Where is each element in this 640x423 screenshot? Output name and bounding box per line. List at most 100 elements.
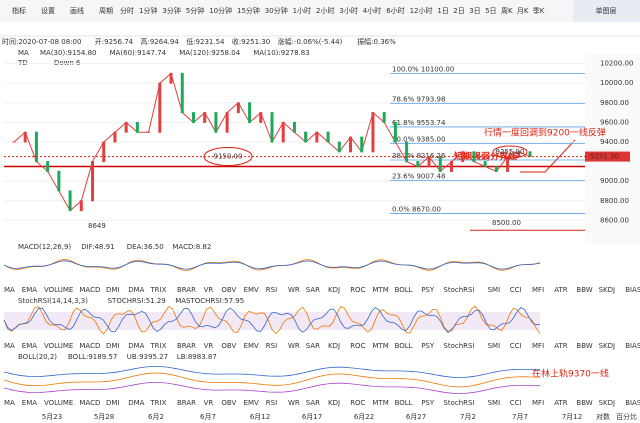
indicator-tab[interactable]: MTM <box>372 399 388 407</box>
indicator-tab[interactable]: VR <box>204 399 214 407</box>
indicator-tab[interactable]: MACD <box>79 342 100 350</box>
period-button[interactable]: 10分钟 <box>209 6 232 15</box>
indicator-tab[interactable]: BRAR <box>177 399 196 407</box>
toolbar-button[interactable]: 画线 <box>70 6 84 15</box>
indicator-tab[interactable]: BRAR <box>177 286 196 294</box>
indicator-tab[interactable]: BBW <box>576 342 592 350</box>
indicator-tab[interactable]: MACD <box>79 399 100 407</box>
indicator-tab[interactable]: VOLUME <box>44 399 73 407</box>
indicator-tab[interactable]: SAR <box>306 399 320 407</box>
indicator-tab[interactable]: SKDJ <box>599 342 616 350</box>
indicator-tab[interactable]: OBV <box>221 286 236 294</box>
period-button[interactable]: 1小时 <box>293 6 311 15</box>
indicator-tab[interactable]: KDJ <box>328 342 340 350</box>
indicator-tab[interactable]: RSI <box>266 286 277 294</box>
indicator-tab[interactable]: VR <box>204 342 214 350</box>
indicator-tab[interactable]: EMV <box>244 286 259 294</box>
period-button[interactable]: 周K <box>501 7 513 15</box>
indicator-tab[interactable]: WR <box>288 286 300 294</box>
indicator-tab[interactable]: SMI <box>488 342 501 350</box>
indicator-tab[interactable]: StochRSI <box>443 399 474 407</box>
indicator-tab[interactable]: BOLL <box>395 342 413 350</box>
indicator-tab[interactable]: EMA <box>22 342 37 350</box>
indicator-tab[interactable]: VR <box>204 286 214 294</box>
indicator-tab[interactable]: DMA <box>128 342 144 350</box>
indicator-tab[interactable]: MFI <box>532 286 544 294</box>
period-button[interactable]: 6小时 <box>386 6 404 15</box>
indicator-tab[interactable]: MFI <box>532 342 544 350</box>
indicator-tab[interactable]: VOLUME <box>44 286 73 294</box>
scale-option[interactable]: 百分比 <box>616 412 637 421</box>
indicator-tab[interactable]: OBV <box>221 399 236 407</box>
indicator-tab[interactable]: DMI <box>106 342 120 350</box>
period-button[interactable]: 15分钟 <box>237 6 260 15</box>
toolbar-button[interactable]: 设置 <box>41 6 55 15</box>
indicator-tab[interactable]: ATR <box>554 399 568 407</box>
indicator-tab[interactable]: CCI <box>510 399 522 407</box>
indicator-tab[interactable]: MFI <box>532 399 544 407</box>
indicator-tab[interactable]: StochRSI <box>443 342 474 350</box>
indicator-tab[interactable]: TRIX <box>149 286 166 294</box>
indicator-tab[interactable]: StochRSI <box>443 286 474 294</box>
layer-button[interactable]: 单图层 <box>596 6 617 15</box>
indicator-tab[interactable]: BBW <box>576 399 592 407</box>
indicator-tab[interactable]: BIAS <box>625 399 640 407</box>
toolbar-button[interactable]: 指标 <box>12 6 26 15</box>
indicator-tab[interactable]: WR <box>288 342 300 350</box>
indicator-tab[interactable]: PSY <box>421 399 435 407</box>
indicator-tab[interactable]: SAR <box>306 286 320 294</box>
period-button[interactable]: 分时 <box>120 6 134 15</box>
indicator-tab[interactable]: MTM <box>372 342 388 350</box>
indicator-tab[interactable]: BIAS <box>625 342 640 350</box>
indicator-tab[interactable]: MA <box>4 286 15 294</box>
indicator-tab[interactable]: BBW <box>576 286 592 294</box>
indicator-tab[interactable]: SMI <box>488 286 501 294</box>
period-button[interactable]: 3分钟 <box>162 6 180 15</box>
indicator-tab[interactable]: SKDJ <box>599 399 616 407</box>
indicator-tab[interactable]: MACD <box>79 286 100 294</box>
indicator-tab[interactable]: ATR <box>554 286 568 294</box>
indicator-tab[interactable]: PSY <box>421 286 435 294</box>
period-button[interactable]: 30分钟 <box>265 6 288 15</box>
scale-option[interactable]: 对数 <box>596 412 610 421</box>
indicator-tab[interactable]: SAR <box>306 342 320 350</box>
indicator-tab[interactable]: CCI <box>510 286 522 294</box>
period-button[interactable]: 1分钟 <box>139 6 157 15</box>
indicator-tab[interactable]: CCI <box>510 342 522 350</box>
indicator-tab[interactable]: EMA <box>22 286 37 294</box>
indicator-tab[interactable]: ROC <box>350 286 365 294</box>
indicator-tab[interactable]: SMI <box>488 399 501 407</box>
period-button[interactable]: 4小时 <box>363 6 381 15</box>
indicator-tab[interactable]: BOLL <box>395 399 413 407</box>
indicator-tab[interactable]: MTM <box>372 286 388 294</box>
indicator-tab[interactable]: WR <box>288 399 300 407</box>
period-button[interactable]: 5日 <box>485 7 496 15</box>
indicator-tab[interactable]: KDJ <box>328 399 340 407</box>
indicator-tab[interactable]: EMA <box>22 399 37 407</box>
indicator-tab[interactable]: KDJ <box>328 286 340 294</box>
indicator-tab[interactable]: BIAS <box>625 286 640 294</box>
indicator-tab[interactable]: ATR <box>554 342 568 350</box>
indicator-tab[interactable]: EMV <box>244 399 259 407</box>
indicator-tab[interactable]: SKDJ <box>599 286 616 294</box>
period-button[interactable]: 1日 <box>437 7 448 15</box>
indicator-tab[interactable]: MA <box>4 399 15 407</box>
period-button[interactable]: 2小时 <box>316 6 334 15</box>
indicator-tab[interactable]: RSI <box>266 399 277 407</box>
period-button[interactable]: 5分钟 <box>186 6 204 15</box>
indicator-tab[interactable]: BOLL <box>395 286 413 294</box>
period-button[interactable]: 月K <box>517 7 529 15</box>
indicator-tab[interactable]: EMV <box>244 342 259 350</box>
period-button[interactable]: 3小时 <box>339 6 357 15</box>
period-button[interactable]: 3日 <box>469 7 480 15</box>
indicator-tab[interactable]: DMI <box>106 399 120 407</box>
indicator-tab[interactable]: TRIX <box>149 399 166 407</box>
indicator-tab[interactable]: RSI <box>266 342 277 350</box>
indicator-tab[interactable]: TRIX <box>149 342 166 350</box>
indicator-tab[interactable]: ROC <box>350 342 365 350</box>
indicator-tab[interactable]: DMI <box>106 286 120 294</box>
indicator-tab[interactable]: PSY <box>421 342 435 350</box>
period-button[interactable]: 12小时 <box>410 6 433 15</box>
period-button[interactable]: 2日 <box>453 7 464 15</box>
indicator-tab[interactable]: VOLUME <box>44 342 73 350</box>
